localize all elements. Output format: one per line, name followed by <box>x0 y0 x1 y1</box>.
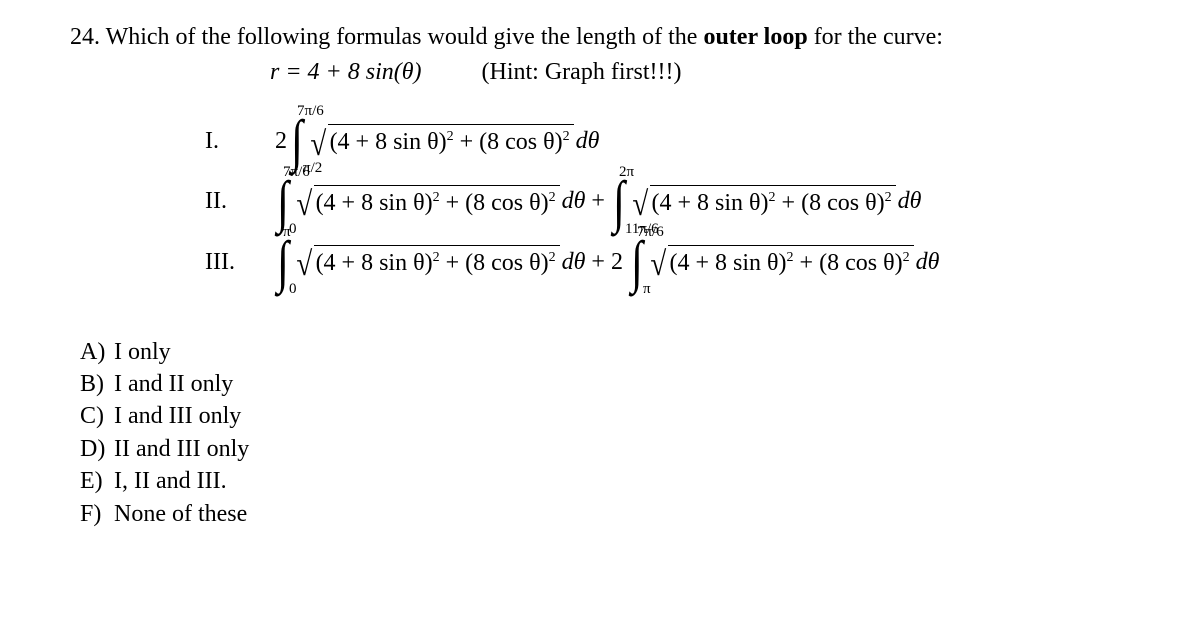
integral-sign-icon: ∫ <box>291 118 303 164</box>
answer-A: A) I only <box>80 336 1130 368</box>
radicand: (4 + 8 sin θ)2 + (8 cos θ)2 <box>668 245 914 279</box>
hint-text: (Hint: Graph first!!!) <box>482 59 682 85</box>
question-line: 24. Which of the following formulas woul… <box>70 22 1130 53</box>
integral-III-a: π ∫ 0 <box>277 239 289 285</box>
plus-sign: + <box>591 186 605 217</box>
numeral-III: III. <box>205 247 275 278</box>
integral-II-a: 7π/6 ∫ 0 <box>277 179 289 225</box>
integral-I: 7π/6 ∫ π/2 <box>291 118 303 164</box>
sqrt-III-b: √ (4 + 8 sin θ)2 + (8 cos θ)2 <box>649 245 914 279</box>
radical-icon: √ <box>296 188 312 222</box>
integral-sign-icon: ∫ <box>613 179 625 225</box>
plus-coef: + 2 <box>591 247 623 278</box>
option-row-III: III. π ∫ 0 √ (4 + 8 sin θ)2 + (8 cos θ)2… <box>205 239 1130 285</box>
answer-E: E) I, II and III. <box>80 465 1130 497</box>
answer-C: C) I and III only <box>80 400 1130 432</box>
numeral-II: II. <box>205 186 275 217</box>
answer-text: None of these <box>114 498 247 530</box>
answer-F: F) None of these <box>80 498 1130 530</box>
dtheta: dθ <box>576 126 600 157</box>
answer-choices: A) I only B) I and II only C) I and III … <box>80 336 1130 530</box>
answer-text: I, II and III. <box>114 465 227 497</box>
answer-text: I and III only <box>114 400 241 432</box>
coef-2: 2 <box>275 126 287 157</box>
integral-sign-icon: ∫ <box>631 239 643 285</box>
dtheta: dθ <box>898 186 922 217</box>
radicand: (4 + 8 sin θ)2 + (8 cos θ)2 <box>314 245 560 279</box>
radical-icon: √ <box>632 188 648 222</box>
int-lower: 0 <box>289 280 297 300</box>
int-lower: π <box>643 280 651 300</box>
radical-icon: √ <box>296 248 312 282</box>
integral-sign-icon: ∫ <box>277 179 289 225</box>
radical-icon: √ <box>650 248 666 282</box>
answer-letter: E) <box>80 465 114 497</box>
radicand: (4 + 8 sin θ)2 + (8 cos θ)2 <box>314 185 560 219</box>
answer-letter: D) <box>80 433 114 465</box>
option-row-I: I. 2 7π/6 ∫ π/2 √ (4 + 8 sin θ)2 + (8 co… <box>205 118 1130 164</box>
integral-III-b: 7π/6 ∫ π <box>631 239 643 285</box>
question-bold: outer loop <box>703 24 807 50</box>
dtheta: dθ <box>562 247 586 278</box>
page: 24. Which of the following formulas woul… <box>0 0 1200 530</box>
question-number: 24. <box>70 24 100 50</box>
answer-text: I and II only <box>114 368 233 400</box>
equation-line: r = 4 + 8 sin(θ) (Hint: Graph first!!!) <box>270 57 1130 88</box>
formula-options: I. 2 7π/6 ∫ π/2 √ (4 + 8 sin θ)2 + (8 co… <box>205 118 1130 285</box>
dtheta: dθ <box>916 247 940 278</box>
radicand: (4 + 8 sin θ)2 + (8 cos θ)2 <box>328 124 574 158</box>
radical-icon: √ <box>310 128 326 162</box>
option-row-II: II. 7π/6 ∫ 0 √ (4 + 8 sin θ)2 + (8 cos θ… <box>205 179 1130 225</box>
answer-letter: C) <box>80 400 114 432</box>
answer-letter: B) <box>80 368 114 400</box>
numeral-I: I. <box>205 126 275 157</box>
answer-letter: F) <box>80 498 114 530</box>
sqrt-I: √ (4 + 8 sin θ)2 + (8 cos θ)2 <box>309 124 574 158</box>
sqrt-II-b: √ (4 + 8 sin θ)2 + (8 cos θ)2 <box>631 185 896 219</box>
formula-II: 7π/6 ∫ 0 √ (4 + 8 sin θ)2 + (8 cos θ)2 d… <box>275 179 921 225</box>
integral-sign-icon: ∫ <box>277 239 289 285</box>
formula-III: π ∫ 0 √ (4 + 8 sin θ)2 + (8 cos θ)2 dθ +… <box>275 239 939 285</box>
question-text-2: for the curve: <box>814 24 943 50</box>
answer-text: I only <box>114 336 171 368</box>
dtheta: dθ <box>562 186 586 217</box>
question-text-1: Which of the following formulas would gi… <box>106 24 698 50</box>
answer-letter: A) <box>80 336 114 368</box>
answer-D: D) II and III only <box>80 433 1130 465</box>
formula-I: 2 7π/6 ∫ π/2 √ (4 + 8 sin θ)2 + (8 cos θ… <box>275 118 599 164</box>
integral-II-b: 2π ∫ 11π/6 <box>613 179 625 225</box>
radicand: (4 + 8 sin θ)2 + (8 cos θ)2 <box>650 185 896 219</box>
answer-B: B) I and II only <box>80 368 1130 400</box>
answer-text: II and III only <box>114 433 249 465</box>
sqrt-II-a: √ (4 + 8 sin θ)2 + (8 cos θ)2 <box>295 185 560 219</box>
curve-equation: r = 4 + 8 sin(θ) <box>270 59 422 85</box>
sqrt-III-a: √ (4 + 8 sin θ)2 + (8 cos θ)2 <box>295 245 560 279</box>
